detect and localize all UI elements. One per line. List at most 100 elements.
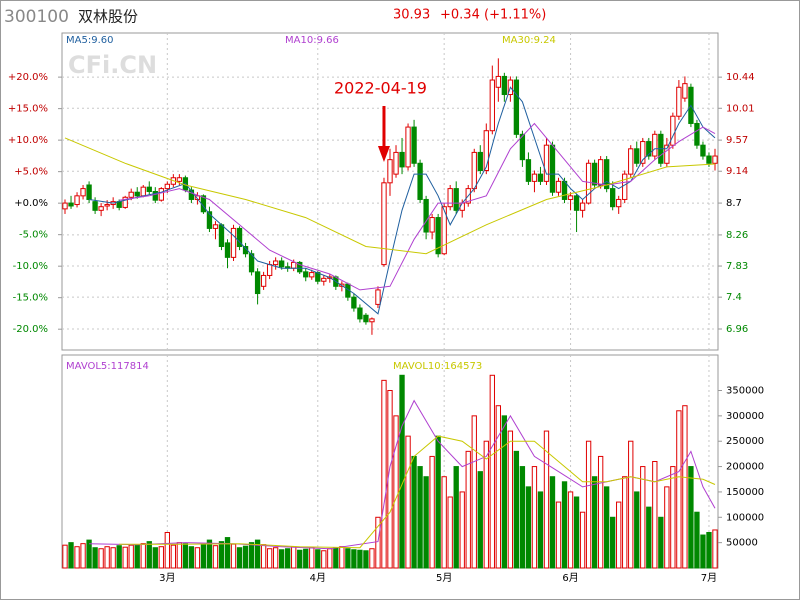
candle-body	[603, 159, 610, 190]
candle-body	[616, 198, 622, 208]
volume-bar	[363, 550, 369, 569]
candle-body	[212, 224, 219, 229]
candle-body	[86, 184, 92, 200]
candle-body	[471, 151, 477, 190]
legend-entry: MAVOL10:164573	[393, 361, 482, 372]
candle-body	[351, 296, 357, 309]
candle-body	[393, 151, 399, 175]
candle-body	[435, 217, 441, 255]
volume-bar	[531, 466, 538, 569]
volume-bar	[670, 466, 676, 569]
volume-bar	[694, 511, 700, 569]
volume-bar	[634, 491, 640, 569]
volume-bar	[266, 548, 273, 569]
candle-body	[272, 260, 279, 266]
volume-bar	[176, 542, 183, 569]
legend-entry: MAVOL5:117814	[66, 361, 149, 372]
volume-bar	[393, 415, 399, 569]
watermark: CFi.CN	[68, 51, 157, 79]
candle-body	[561, 180, 568, 200]
price-tick-label: 10.01	[726, 103, 755, 114]
candle-body	[387, 159, 393, 184]
volume-bar	[80, 543, 86, 569]
volume-bar	[417, 466, 423, 569]
volume-bar	[610, 516, 616, 569]
volume-bar	[206, 539, 213, 569]
candle-body	[140, 186, 146, 197]
volume-bar	[291, 546, 297, 569]
volume-bar	[104, 546, 110, 569]
volume-bar	[597, 455, 604, 569]
candle-body	[236, 227, 243, 248]
volume-bar	[387, 390, 393, 569]
candle-body	[531, 173, 538, 182]
candle-body	[597, 159, 604, 186]
candle-body	[682, 83, 688, 99]
volume-bar	[483, 440, 489, 569]
price-tick-label: 9.57	[726, 135, 748, 146]
volume-tick-label: 200000	[726, 462, 764, 473]
volume-tick-label: 350000	[726, 386, 764, 397]
candle-body	[122, 196, 128, 208]
price-tick-label: 8.7	[726, 198, 742, 209]
volume-bar	[628, 440, 634, 569]
volume-bar	[652, 461, 658, 569]
pct-tick-label: +20.0%	[8, 72, 48, 83]
pct-tick-label: +0.0%	[14, 198, 48, 209]
candle-body	[423, 198, 429, 233]
candle-body	[381, 182, 387, 266]
ma-line	[89, 86, 716, 315]
volume-bar	[646, 506, 652, 569]
price-tick-label: 10.44	[726, 72, 755, 83]
candle-body	[291, 261, 297, 269]
candle-body	[146, 186, 152, 192]
volume-bar	[122, 546, 128, 569]
candle-body	[567, 195, 574, 200]
pct-tick-label: +10.0%	[8, 135, 48, 146]
legend-entry: MA30:9.24	[502, 35, 556, 46]
volume-bar	[489, 374, 495, 569]
volume-bar	[146, 541, 152, 569]
candle-body	[266, 264, 273, 276]
candle-body	[224, 242, 231, 258]
volume-bar	[218, 541, 225, 569]
candle-body	[254, 271, 261, 295]
volume-bar	[712, 529, 718, 569]
volume-bar	[537, 491, 544, 569]
candle-body	[676, 86, 682, 117]
candle-body	[573, 195, 580, 211]
candle-body	[369, 318, 375, 323]
volume-bar	[272, 547, 279, 569]
candle-body	[585, 162, 592, 204]
volume-bar	[62, 544, 68, 569]
candle-body	[453, 188, 459, 211]
annotation-arrowhead	[377, 146, 390, 162]
volume-bar	[688, 466, 694, 569]
candle-body	[610, 188, 616, 208]
volume-bar	[351, 549, 357, 569]
candle-body	[164, 183, 170, 190]
candle-body	[248, 253, 255, 273]
volume-bar	[158, 546, 164, 569]
candle-body	[441, 206, 447, 255]
price-panel	[61, 32, 719, 351]
volume-bar	[357, 549, 363, 569]
price-tick-label: 7.4	[726, 292, 742, 303]
volume-bar	[333, 547, 339, 569]
volume-bar	[212, 545, 219, 569]
candle-body	[80, 188, 86, 197]
stock-name: 双林股份	[78, 8, 138, 26]
volume-bar	[315, 549, 321, 569]
volume-bar	[585, 440, 592, 569]
candle-body	[519, 133, 526, 161]
candle-body	[525, 159, 532, 182]
pct-tick-label: -15.0%	[13, 293, 48, 304]
volume-bar	[519, 466, 526, 569]
candle-body	[230, 227, 237, 258]
candle-body	[357, 307, 363, 320]
volume-bar	[128, 544, 134, 569]
volume-bar	[279, 549, 285, 569]
volume-bar	[525, 486, 532, 569]
volume-bar	[345, 548, 351, 569]
price-change: +0.34	[440, 8, 480, 23]
